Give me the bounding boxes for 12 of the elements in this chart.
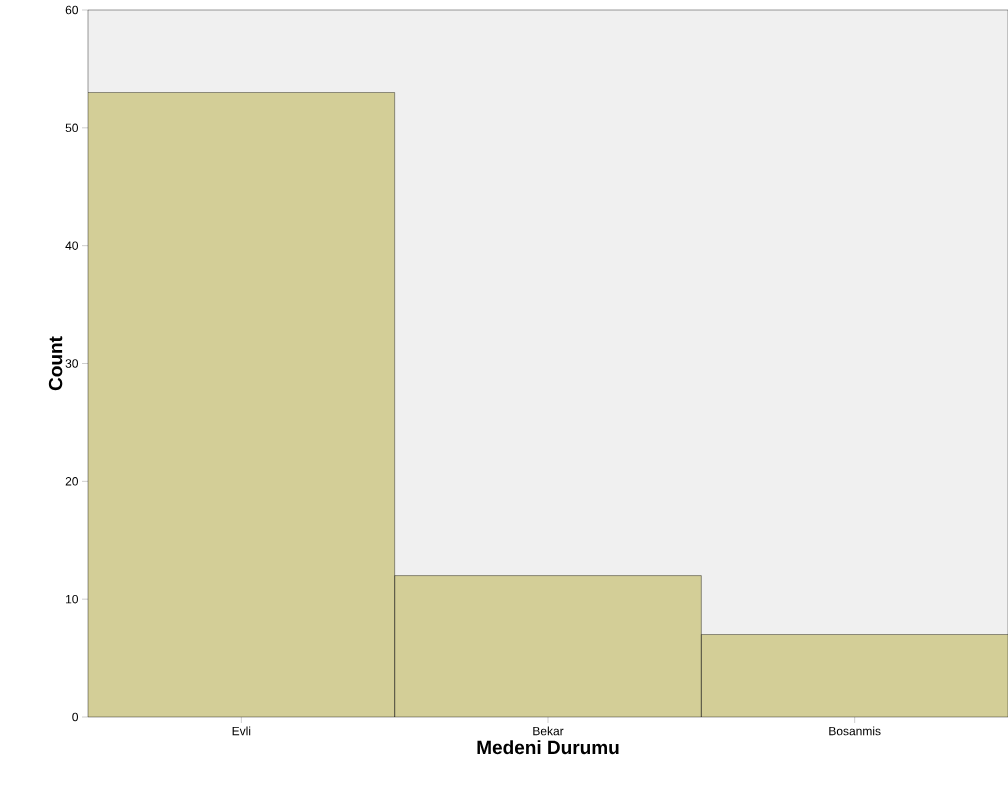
y-axis-title: Count — [48, 336, 63, 391]
y-tick-label: 60 — [65, 5, 79, 15]
y-tick-label: 50 — [65, 123, 79, 133]
x-tick-label: Evli — [232, 726, 251, 736]
x-tick-label: Bekar — [533, 726, 564, 736]
y-tick-label: 30 — [65, 359, 79, 368]
y-tick-label: 40 — [65, 241, 79, 250]
y-tick-label: 0 — [72, 712, 79, 722]
x-axis-title: Medeni Durumu — [477, 740, 619, 755]
y-tick-label: 10 — [66, 594, 79, 604]
y-tick-label: 20 — [65, 477, 79, 486]
x-tick-label: Bosanmis — [829, 726, 881, 736]
